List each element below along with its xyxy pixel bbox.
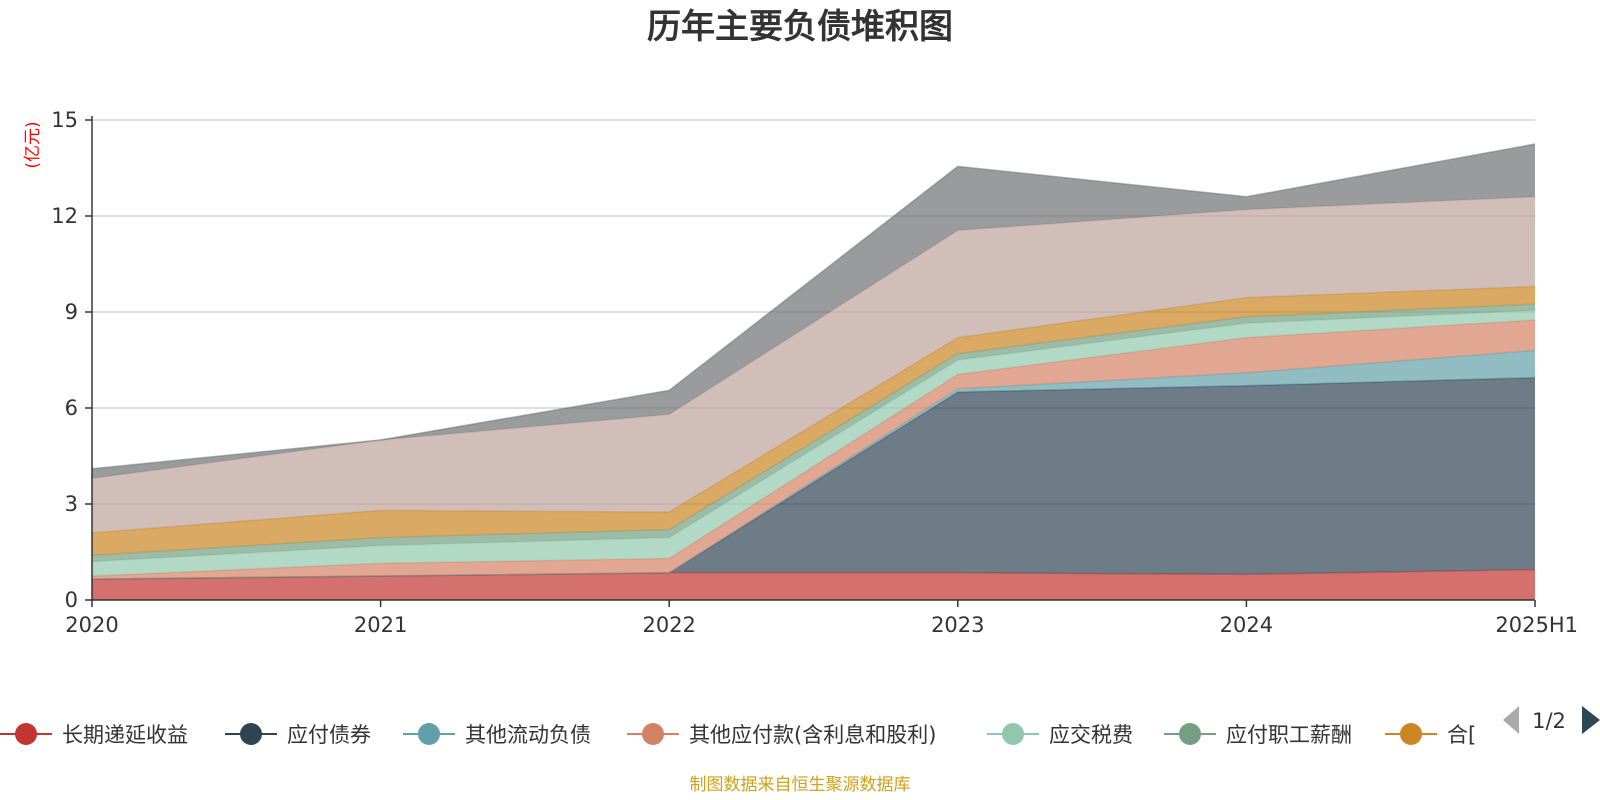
legend-label: 应付职工薪酬 [1226, 723, 1352, 747]
legend: 长期递延收益 应付债券 其他流动负债 其他应付款(含利息和股利) 应交税费 应付职工薪酬 合… [0, 723, 1476, 747]
legend-circle-icon [1002, 723, 1024, 745]
y-tick-label: 0 [65, 588, 78, 612]
axes [91, 116, 1535, 601]
y-axis-unit-label: (亿元) [23, 121, 43, 168]
x-axis-ticks: 2020 2021 2022 2023 2024 2025H1 [65, 600, 1578, 637]
legend-label: 长期递延收益 [62, 723, 188, 747]
legend-label: 其他应付款(含利息和股利) [689, 723, 936, 747]
legend-item[interactable]: 其他应付款(含利息和股利) [627, 723, 936, 747]
line-series-8 [91, 143, 1536, 470]
legend-item[interactable]: 应交税费 [987, 723, 1133, 747]
legend-label: 合[ [1447, 723, 1476, 747]
legend-pager: 1/2 [1503, 706, 1600, 734]
legend-circle-icon [642, 723, 664, 745]
legend-item[interactable]: 应付职工薪酬 [1164, 723, 1352, 747]
x-tick-label: 2020 [65, 613, 118, 637]
legend-circle-icon [1179, 723, 1201, 745]
area-series-8 [92, 144, 1535, 479]
area-series-1 [92, 377, 1535, 580]
stacked-areas [91, 143, 1536, 600]
data-source-note: 制图数据来自恒生聚源数据库 [690, 775, 911, 795]
legend-label: 应交税费 [1049, 723, 1133, 747]
legend-circle-icon [418, 723, 440, 745]
legend-item[interactable]: 合[ [1385, 723, 1476, 747]
legend-page-indicator: 1/2 [1532, 709, 1566, 733]
legend-next-page-icon[interactable] [1582, 706, 1600, 734]
y-tick-label: 15 [51, 108, 78, 132]
legend-circle-icon [240, 723, 262, 745]
y-tick-label: 12 [51, 204, 78, 228]
legend-item[interactable]: 应付债券 [225, 723, 371, 747]
chart-title: 历年主要负债堆积图 [647, 7, 953, 47]
area-series-7 [92, 196, 1535, 533]
legend-label: 应付债券 [287, 723, 371, 747]
y-tick-label: 6 [65, 396, 78, 420]
y-tick-label: 9 [65, 300, 78, 324]
y-axis-ticks: 0 3 6 9 12 15 [51, 108, 92, 612]
area-series-2 [92, 350, 1535, 580]
x-tick-label: 2022 [642, 613, 695, 637]
legend-item[interactable]: 长期递延收益 [0, 723, 188, 747]
x-tick-label: 2021 [354, 613, 407, 637]
legend-circle-icon [15, 723, 37, 745]
legend-prev-page-icon[interactable] [1503, 706, 1519, 734]
legend-label: 其他流动负债 [465, 723, 591, 747]
x-tick-label: 2023 [931, 613, 984, 637]
legend-circle-icon [1400, 723, 1422, 745]
area-series-6 [92, 286, 1535, 556]
y-tick-label: 3 [65, 492, 78, 516]
area-series-3 [92, 320, 1535, 580]
legend-item[interactable]: 其他流动负债 [403, 723, 591, 747]
x-tick-label: 2025H1 [1495, 613, 1578, 637]
x-tick-label: 2024 [1220, 613, 1273, 637]
area-series-0 [92, 569, 1535, 600]
